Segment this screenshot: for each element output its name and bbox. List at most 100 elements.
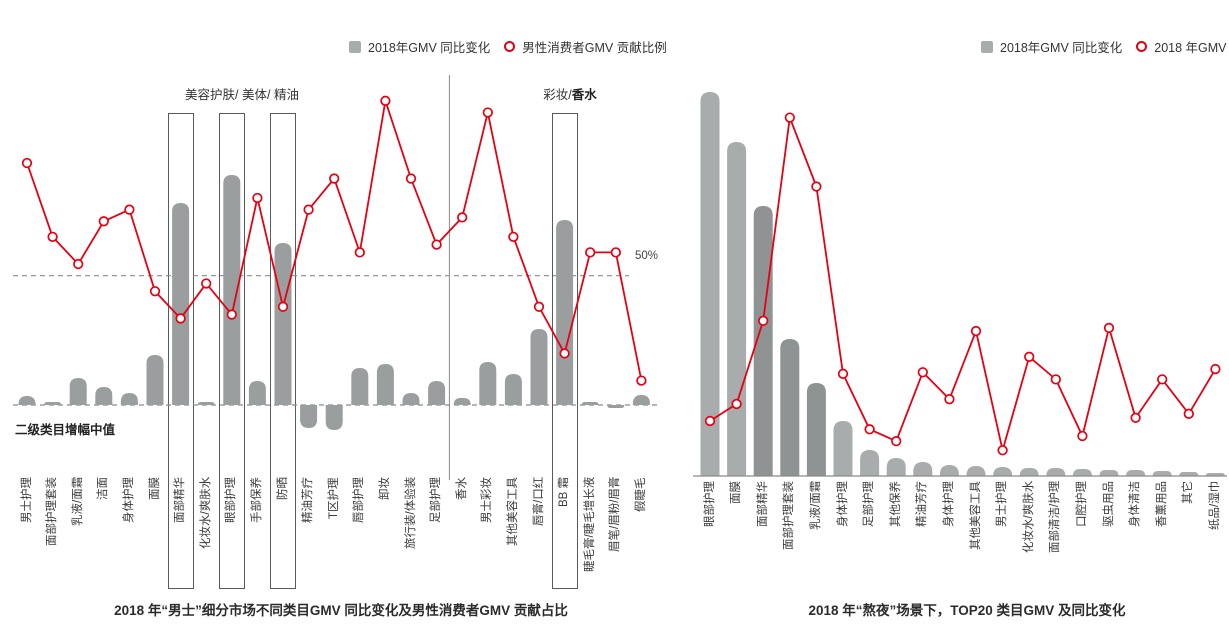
bar-left-19	[504, 374, 522, 405]
line-marker	[1024, 351, 1035, 362]
x-axis-label: 精油芳疗	[916, 481, 929, 527]
line-marker	[811, 181, 822, 192]
bar-left-8	[223, 175, 241, 405]
x-axis-label: 化妆水/爽肤水	[199, 476, 212, 549]
x-axis-label: 眼部护理	[703, 481, 716, 527]
line-marker-icon	[504, 41, 516, 52]
line-marker	[559, 348, 570, 359]
line-marker	[405, 173, 417, 184]
bar-right-12	[1019, 468, 1039, 476]
bar-left-9	[248, 381, 266, 405]
bar-left-16	[428, 381, 446, 405]
x-axis-label: 面部护理套装	[783, 481, 796, 550]
legend-left: 2018年GMV 同比变化 男性消费者GMV 贡献比例	[349, 37, 667, 56]
bar-right-14	[1072, 469, 1092, 476]
bar-left-22	[581, 402, 599, 405]
x-axis-label: 眉笔/眉粉/眉膏	[609, 476, 622, 552]
bar-left-7	[197, 402, 215, 405]
line-marker	[610, 247, 621, 258]
highlight-box	[270, 113, 296, 589]
line-marker	[704, 415, 716, 427]
x-axis-label: 其他美容工具	[969, 481, 982, 550]
bar-left-12	[325, 405, 343, 430]
annotation-makeup-section: 彩妆/香水	[543, 84, 597, 103]
highlight-box	[218, 113, 245, 589]
x-axis-label: 其他保养	[889, 481, 902, 527]
bar-right-15	[1099, 470, 1119, 476]
line-series	[709, 117, 1217, 451]
x-axis-label: 男士护理	[20, 477, 33, 523]
x-axis-label: 香薰用品	[1155, 481, 1168, 527]
x-axis-label: BB 霜	[558, 476, 571, 507]
annotation-text-bold: 香水	[571, 88, 597, 102]
line-marker	[585, 247, 596, 258]
highlight-box	[167, 113, 194, 589]
legend-label: 男性消费者GMV 贡献比例	[522, 41, 667, 55]
line-marker	[508, 231, 519, 242]
x-axis-label: 假睫毛	[634, 477, 647, 513]
annotation-text: 美容护肤/ 美体/ 精油	[185, 88, 299, 102]
line-marker	[1183, 408, 1194, 419]
x-axis-label: 睫毛膏/睫毛增长液	[583, 476, 596, 572]
bar-left-1	[44, 402, 62, 405]
bar-left-23	[607, 405, 625, 408]
line-marker	[944, 394, 955, 405]
x-axis-label: 乳液/面霜	[809, 480, 822, 530]
line-marker	[277, 301, 289, 312]
line-marker	[864, 424, 875, 435]
line-marker	[457, 212, 468, 223]
highlight-box	[551, 113, 578, 589]
line-marker	[731, 398, 742, 410]
bar-left-17	[453, 398, 471, 405]
x-axis-label: 口腔护理	[1075, 481, 1088, 527]
line-marker-icon	[1136, 41, 1148, 52]
legend-right: 2018年GMV 同比变化 2018 年GMV	[981, 37, 1227, 56]
legend-label: 2018年GMV 同比变化	[1000, 41, 1123, 55]
x-axis-label: 身体清洁	[1129, 481, 1142, 527]
bar-left-4	[120, 393, 138, 405]
x-axis-label: 唇膏/口红	[532, 476, 545, 526]
line-marker	[917, 367, 928, 378]
x-axis-label: 精油芳疗	[302, 477, 315, 523]
left-chart-title: 2018 年“男士”细分市场不同类目GMV 同比变化及男性消费者GMV 贡献占比	[114, 603, 568, 618]
bar-left-0	[18, 396, 36, 405]
line-marker	[98, 216, 109, 227]
x-axis-label: 纸品/湿巾	[1208, 480, 1221, 530]
bar-left-20	[530, 329, 548, 405]
line-marker	[21, 157, 33, 169]
bar-right-6	[860, 450, 880, 476]
x-axis-label: 唇部护理	[353, 477, 366, 523]
line-marker	[431, 239, 442, 250]
bar-right-4	[806, 383, 826, 476]
bar-right-13	[1046, 468, 1066, 476]
bar-right-7	[886, 458, 906, 476]
line-marker	[482, 107, 493, 118]
bar-right-8	[913, 462, 933, 476]
line-marker	[124, 204, 135, 215]
line-marker	[758, 315, 769, 326]
bar-right-11	[993, 467, 1013, 476]
bar-left-15	[402, 393, 420, 405]
bar-right-0	[700, 92, 720, 476]
line-marker	[1210, 363, 1221, 375]
x-axis-label: 男士护理	[996, 481, 1009, 527]
legend-label: 2018年GMV 同比变化	[368, 41, 491, 55]
line-marker	[970, 325, 982, 337]
line-marker	[149, 286, 161, 297]
bar-left-11	[300, 405, 318, 428]
bar-right-3	[780, 339, 800, 476]
x-axis-label: 面部护理套装	[46, 477, 59, 546]
x-axis-label: 足部护理	[430, 477, 443, 523]
line-marker	[201, 278, 212, 289]
x-axis-label: 化妆水/爽肤水	[1022, 480, 1035, 553]
x-axis-label: 其他美容工具	[506, 477, 519, 546]
x-axis-label: 香水	[455, 477, 468, 500]
line-marker	[533, 301, 545, 312]
line-marker	[226, 309, 237, 320]
x-axis-label: 面部清洁/护理	[1049, 480, 1062, 553]
x-axis-label: 防晒	[276, 477, 289, 500]
x-axis-label: 面膜	[730, 481, 743, 504]
line-marker	[303, 204, 314, 215]
bar-left-5	[146, 355, 164, 405]
